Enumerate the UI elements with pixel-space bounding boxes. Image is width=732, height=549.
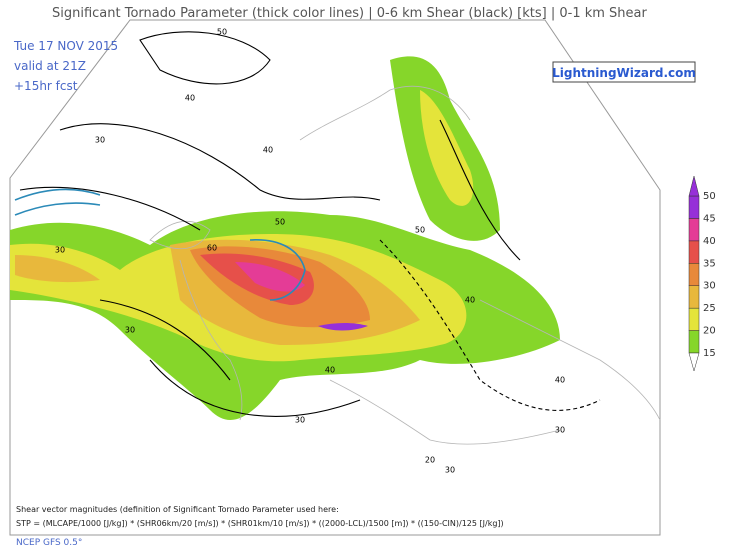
- colorbar-label: 50: [703, 191, 716, 202]
- contour-label: 50: [217, 28, 227, 37]
- logo-box: [552, 61, 696, 83]
- contour-label: 20: [425, 456, 435, 465]
- contour-label: 30: [125, 326, 135, 335]
- colorbar-segment: [688, 195, 700, 219]
- contour-label: 30: [445, 466, 455, 475]
- contour-label: 30: [295, 416, 305, 425]
- date: Tue 17 NOV 2015: [13, 39, 118, 53]
- contour-label: 40: [325, 366, 335, 375]
- coastlines: [149, 85, 661, 445]
- footer-formula: STP = (MLCAPE/1000 [J/kg]) * (SHR06km/20…: [16, 519, 504, 528]
- contour-label: 40: [555, 376, 565, 385]
- colorbar-segment: [688, 285, 700, 309]
- colorbar-label: 30: [703, 281, 716, 292]
- colorbar-label: 40: [703, 236, 716, 247]
- contour-label: 30: [555, 426, 565, 435]
- colorbar-label: 25: [703, 303, 716, 314]
- valid-time: valid at 21Z: [14, 59, 86, 73]
- contour-label: 40: [185, 94, 195, 103]
- colorbar-label: 45: [703, 213, 716, 224]
- contour-label: 50: [415, 226, 425, 235]
- colorbar-label: 15: [703, 348, 716, 359]
- title: Significant Tornado Parameter (thick col…: [52, 6, 648, 21]
- colorbar-segment: [688, 307, 700, 331]
- model-name: NCEP GFS 0.5°: [16, 538, 82, 548]
- forecast-hour: +15hr fcst: [14, 79, 78, 93]
- colorbar: 15 20 25 30 35 40 45 50: [688, 175, 716, 372]
- shear-contours: [19, 31, 601, 417]
- footer-note: Shear vector magnitudes (definition of S…: [16, 505, 339, 514]
- colorbar-segment: [688, 218, 700, 242]
- contour-labels: 50 40 30 40 30 50 60 30 40 50 40 30 30 40 30 20: [55, 28, 565, 475]
- colorbar-label: 35: [703, 258, 716, 269]
- contour-label: 30: [95, 136, 105, 145]
- colorbar-segment: [688, 330, 700, 354]
- contour-label: 30: [55, 246, 65, 255]
- contour-label: 50: [275, 218, 285, 227]
- tornado-contours: [14, 188, 306, 301]
- logo: LightningWizard.com: [552, 66, 696, 80]
- colorbar-bottom-arrow: [688, 352, 700, 372]
- contour-label: 40: [465, 296, 475, 305]
- colorbar-label: 20: [703, 326, 716, 337]
- colorbar-segment: [688, 240, 700, 264]
- contour-label: 60: [207, 244, 217, 253]
- colorbar-segment: [688, 263, 700, 286]
- colorbar-top-arrow: [688, 175, 700, 197]
- contour-label: 40: [263, 146, 273, 155]
- stp-fields: [10, 56, 560, 420]
